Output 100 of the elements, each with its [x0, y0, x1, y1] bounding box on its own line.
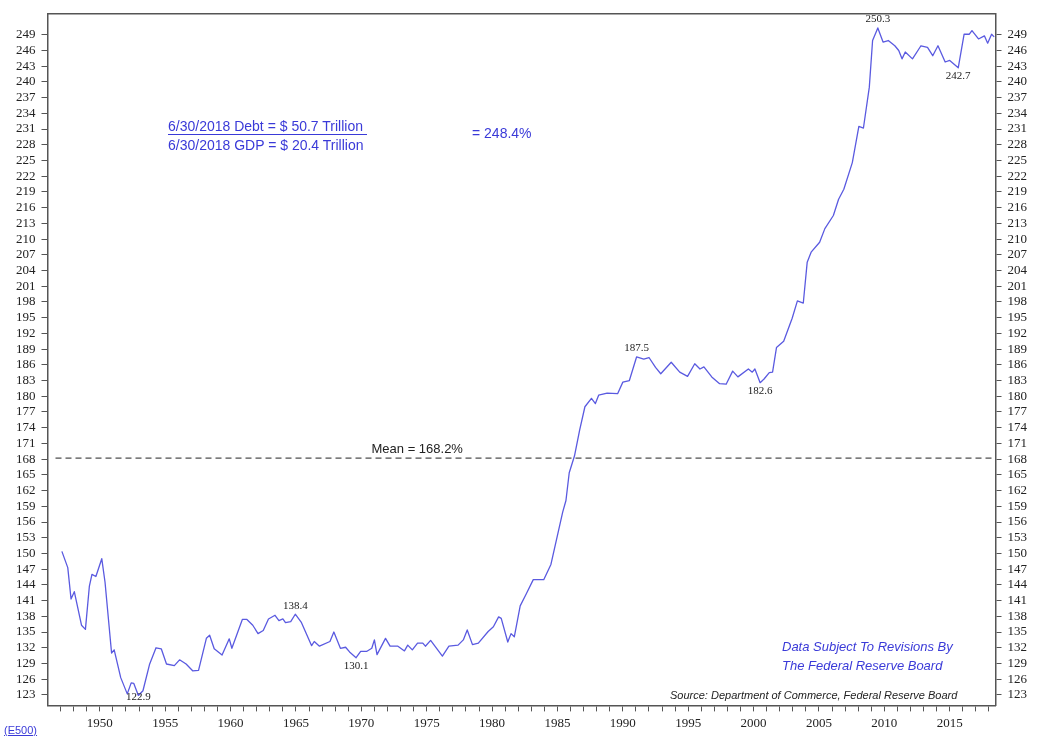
- y-tick-label: 246: [16, 41, 36, 57]
- x-tick-label: 1960: [217, 714, 244, 730]
- y2-tick-label: 225: [1007, 151, 1027, 167]
- ref-line-label: Mean = 168.2%: [371, 441, 464, 457]
- y-tick-label: 216: [16, 199, 36, 215]
- y-tick-label: 165: [16, 466, 36, 482]
- y2-tick-label: 132: [1007, 639, 1027, 655]
- y2-tick-label: 192: [1007, 324, 1027, 340]
- annotation: = 248.4%: [472, 125, 532, 141]
- y-tick-label: 219: [16, 183, 36, 199]
- y2-tick-label: 168: [1007, 450, 1027, 466]
- y-tick-label: 198: [16, 293, 36, 309]
- y2-tick-label: 144: [1007, 576, 1028, 592]
- x-tick-label: 1985: [544, 714, 571, 730]
- x-tick-label: 1990: [609, 714, 636, 730]
- y2-tick-label: 126: [1007, 670, 1028, 686]
- y2-tick-label: 123: [1007, 686, 1027, 702]
- y2-tick-label: 246: [1007, 41, 1028, 57]
- y2-tick-label: 204: [1007, 261, 1028, 277]
- annotation: 6/30/2018 Debt = $ 50.7 Trillion: [168, 118, 367, 135]
- y-tick-label: 195: [16, 309, 36, 325]
- y-tick-label: 168: [16, 450, 36, 466]
- x-tick-label: 2000: [740, 714, 767, 730]
- x-tick-label: 2005: [805, 714, 832, 730]
- y-tick-label: 249: [16, 26, 36, 42]
- y2-tick-label: 153: [1007, 529, 1027, 545]
- y-tick-label: 237: [16, 89, 36, 105]
- y-tick-label: 156: [16, 513, 36, 529]
- x-tick-label: 2010: [871, 714, 898, 730]
- y2-tick-label: 213: [1007, 214, 1027, 230]
- y2-tick-label: 129: [1007, 654, 1027, 670]
- y-tick-label: 174: [16, 419, 36, 435]
- annotation: 6/30/2018 GDP = $ 20.4 Trillion: [168, 137, 364, 153]
- annotation: 250.3: [865, 12, 891, 25]
- y2-tick-label: 138: [1007, 607, 1027, 623]
- y-tick-label: 234: [16, 104, 36, 120]
- y-tick-label: 186: [16, 356, 36, 372]
- annotation: 122.9: [126, 689, 152, 702]
- text: (E500): [4, 724, 38, 736]
- x-tick-label: 1980: [479, 714, 506, 730]
- y2-tick-label: 240: [1007, 73, 1027, 89]
- y-tick-label: 243: [16, 57, 36, 73]
- y2-tick-label: 234: [1007, 104, 1028, 120]
- y2-tick-label: 165: [1007, 466, 1027, 482]
- annotation: 130.1: [343, 659, 369, 672]
- y2-tick-label: 216: [1007, 199, 1028, 215]
- y-tick-label: 207: [16, 246, 36, 262]
- y-tick-label: 240: [16, 73, 36, 89]
- x-tick-label: 1970: [348, 714, 375, 730]
- y-tick-label: 126: [16, 670, 36, 686]
- y-tick-label: 159: [16, 497, 36, 513]
- y2-tick-label: 135: [1007, 623, 1027, 639]
- y2-tick-label: 180: [1007, 387, 1027, 403]
- y2-tick-label: 159: [1007, 497, 1027, 513]
- y-tick-label: 177: [16, 403, 36, 419]
- y-tick-label: 171: [16, 434, 36, 450]
- y-tick-label: 222: [16, 167, 36, 183]
- y2-tick-label: 201: [1007, 277, 1027, 293]
- y2-tick-label: 177: [1007, 403, 1028, 419]
- y-tick-label: 189: [16, 340, 36, 356]
- y-tick-label: 180: [16, 387, 36, 403]
- y2-tick-label: 171: [1007, 434, 1027, 450]
- y2-tick-label: 156: [1007, 513, 1028, 529]
- y-tick-label: 123: [16, 686, 36, 702]
- y-tick-label: 150: [16, 544, 36, 560]
- y-tick-label: 141: [16, 592, 36, 608]
- y-tick-label: 183: [16, 371, 36, 387]
- annotation: The Federal Reserve Board: [782, 658, 943, 674]
- x-tick-label: 2015: [936, 714, 963, 730]
- y-tick-label: 147: [16, 560, 36, 576]
- y-tick-label: 144: [16, 576, 36, 592]
- y2-tick-label: 183: [1007, 371, 1027, 387]
- y-tick-label: 213: [16, 214, 36, 230]
- annotation: 138.4: [282, 598, 309, 611]
- y-tick-label: 129: [16, 654, 36, 670]
- annotation: 182.6: [747, 384, 774, 397]
- y2-tick-label: 147: [1007, 560, 1028, 576]
- annotation: Data Subject To Revisions By: [782, 639, 953, 655]
- x-tick-label: 1955: [152, 714, 179, 730]
- y2-tick-label: 210: [1007, 230, 1027, 246]
- y2-tick-label: 141: [1007, 592, 1027, 608]
- y-tick-label: 210: [16, 230, 36, 246]
- y2-tick-label: 189: [1007, 340, 1027, 356]
- y2-tick-label: 231: [1007, 120, 1027, 136]
- y2-tick-label: 222: [1007, 167, 1027, 183]
- y2-tick-label: 174: [1007, 419, 1028, 435]
- y2-tick-label: 219: [1007, 183, 1027, 199]
- annotation: 242.7: [945, 69, 972, 82]
- y-tick-label: 201: [16, 277, 36, 293]
- x-tick-label: 1950: [86, 714, 113, 730]
- y-tick-label: 162: [16, 482, 36, 498]
- y2-tick-label: 195: [1007, 309, 1027, 325]
- y-tick-label: 138: [16, 607, 36, 623]
- x-tick-label: 1975: [413, 714, 440, 730]
- annotation: 187.5: [624, 341, 650, 354]
- y2-tick-label: 198: [1007, 293, 1027, 309]
- y2-tick-label: 249: [1007, 26, 1027, 42]
- y2-tick-label: 150: [1007, 544, 1027, 560]
- y2-tick-label: 228: [1007, 136, 1027, 152]
- y2-tick-label: 207: [1007, 246, 1028, 262]
